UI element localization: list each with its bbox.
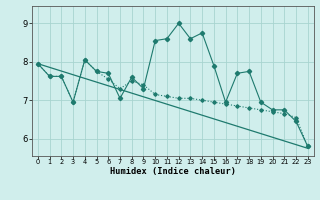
X-axis label: Humidex (Indice chaleur): Humidex (Indice chaleur) — [110, 167, 236, 176]
